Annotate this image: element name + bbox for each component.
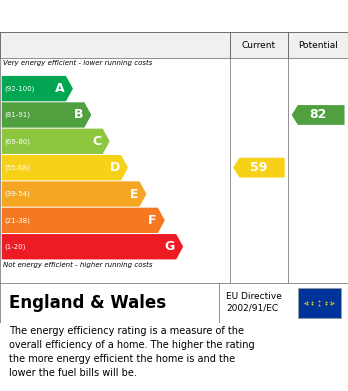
Polygon shape [2, 208, 165, 233]
Text: Not energy efficient - higher running costs: Not energy efficient - higher running co… [3, 262, 153, 268]
Text: E: E [129, 188, 138, 201]
Text: Potential: Potential [298, 41, 338, 50]
Polygon shape [2, 155, 128, 180]
Polygon shape [2, 234, 183, 259]
Bar [230, 32, 288, 58]
Text: (21-38): (21-38) [5, 217, 30, 224]
Text: (69-80): (69-80) [5, 138, 31, 145]
Polygon shape [292, 105, 345, 125]
Bar [288, 32, 348, 58]
Text: (1-20): (1-20) [5, 244, 26, 250]
Text: Very energy efficient - lower running costs: Very energy efficient - lower running co… [3, 59, 153, 66]
Bar [298, 288, 341, 318]
Polygon shape [2, 102, 91, 127]
Text: C: C [92, 135, 101, 148]
Text: (55-68): (55-68) [5, 164, 30, 171]
Text: D: D [110, 161, 120, 174]
Text: F: F [148, 214, 157, 227]
Text: England & Wales: England & Wales [9, 294, 166, 312]
Polygon shape [2, 76, 73, 101]
Text: (81-91): (81-91) [5, 112, 31, 118]
Text: Energy Efficiency Rating: Energy Efficiency Rating [9, 9, 219, 23]
Text: The energy efficiency rating is a measure of the
overall efficiency of a home. T: The energy efficiency rating is a measur… [9, 326, 254, 378]
Text: (39-54): (39-54) [5, 191, 30, 197]
Text: Current: Current [242, 41, 276, 50]
Polygon shape [2, 129, 110, 154]
Polygon shape [233, 158, 285, 178]
Text: 82: 82 [309, 108, 327, 122]
Text: A: A [55, 82, 65, 95]
Text: B: B [73, 108, 83, 122]
Text: G: G [165, 240, 175, 253]
Bar [0, 32, 230, 58]
Text: (92-100): (92-100) [5, 85, 35, 92]
Polygon shape [2, 181, 147, 207]
Text: EU Directive
2002/91/EC: EU Directive 2002/91/EC [226, 292, 282, 312]
Text: 59: 59 [250, 161, 268, 174]
